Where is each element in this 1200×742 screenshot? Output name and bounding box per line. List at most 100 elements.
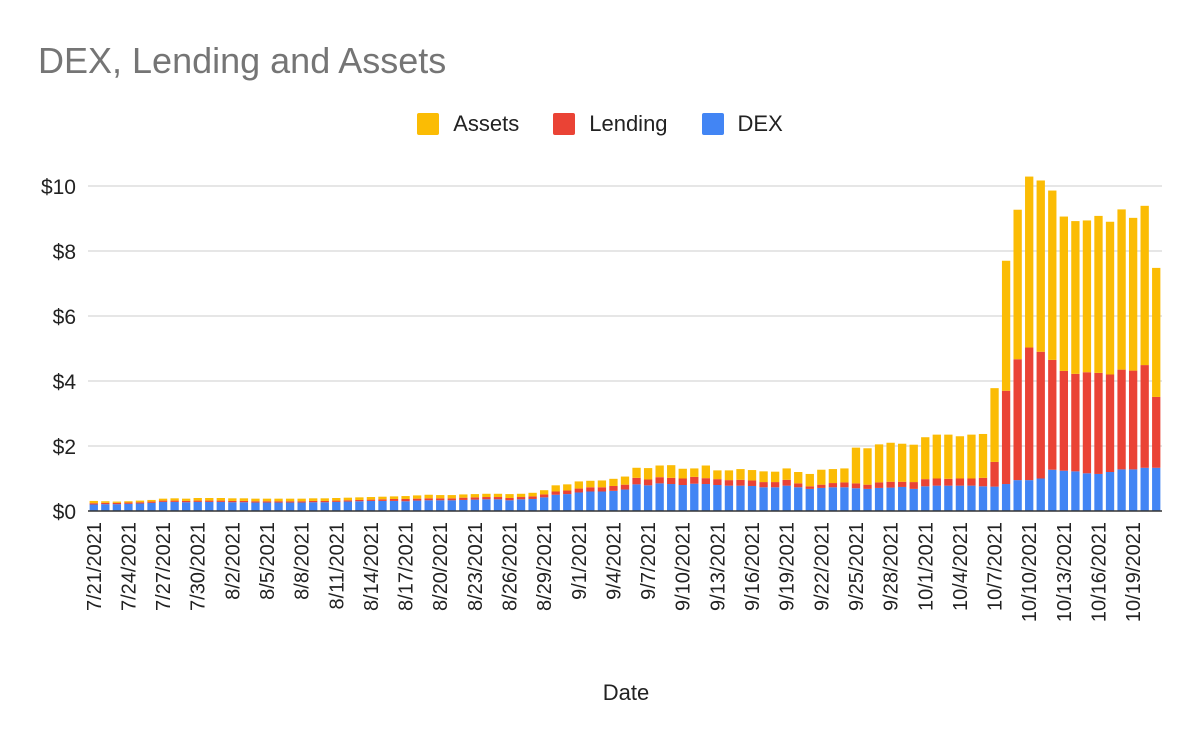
- bar-assets: [1117, 209, 1126, 370]
- legend-item-lending: Lending: [553, 111, 668, 137]
- bar-assets: [89, 500, 98, 504]
- bar-dex: [978, 486, 988, 511]
- bar-dex: [262, 502, 272, 511]
- bar-dex: [747, 485, 757, 511]
- bar-dex: [1036, 478, 1045, 511]
- legend-swatch: [417, 113, 440, 135]
- bar-lending: [932, 478, 941, 486]
- bar-assets: [655, 465, 664, 478]
- bar-dex: [736, 485, 745, 511]
- x-tick-label: 8/8/2021: [292, 522, 314, 600]
- bar-lending: [632, 477, 641, 485]
- bar-assets: [690, 468, 699, 477]
- bar-dex: [239, 502, 249, 511]
- bar-assets: [1001, 260, 1011, 391]
- bar-lending: [493, 497, 503, 500]
- bar-lending: [112, 502, 122, 505]
- bar-assets: [886, 442, 895, 482]
- bar-assets: [1013, 209, 1022, 360]
- bar-dex: [759, 487, 768, 511]
- bar-lending: [563, 490, 572, 495]
- bar-lending: [597, 487, 607, 492]
- bar-dex: [389, 500, 399, 511]
- bar-assets: [193, 498, 202, 501]
- bar-assets: [990, 388, 999, 462]
- bar-assets: [1048, 190, 1057, 360]
- bar-dex: [412, 500, 422, 511]
- bar-assets: [540, 490, 549, 495]
- bar-lending: [851, 483, 861, 489]
- bar-assets: [101, 501, 110, 503]
- x-tick-label: 8/29/2021: [534, 522, 556, 611]
- bar-lending: [366, 499, 376, 501]
- bar-lending: [135, 502, 145, 504]
- bar-assets: [401, 496, 410, 499]
- bar-dex: [1105, 472, 1115, 511]
- bar-assets: [967, 434, 976, 479]
- bar-dex: [1013, 480, 1022, 511]
- bar-lending: [1071, 373, 1080, 472]
- bar-lending: [609, 485, 618, 491]
- bar-dex: [297, 502, 306, 511]
- bar-lending: [297, 501, 306, 503]
- bar-dex: [574, 492, 583, 511]
- bar-lending: [101, 502, 110, 505]
- bar-assets: [817, 469, 826, 485]
- bar-assets: [747, 470, 757, 481]
- bar-assets: [955, 436, 965, 479]
- bar-dex: [343, 501, 352, 511]
- bar-assets: [170, 498, 179, 501]
- bar-dex: [447, 500, 456, 511]
- x-tick-label: 8/5/2021: [257, 522, 279, 600]
- x-tick-label: 9/13/2021: [707, 522, 729, 611]
- bar-assets: [378, 496, 387, 500]
- bar-assets: [216, 498, 225, 501]
- bar-dex: [678, 485, 687, 511]
- bar-assets: [205, 498, 214, 501]
- bar-assets: [944, 434, 953, 479]
- bar-assets: [493, 493, 503, 498]
- bar-assets: [667, 465, 676, 478]
- bar-dex: [967, 485, 976, 511]
- bar-dex: [1140, 467, 1149, 511]
- bar-lending: [643, 479, 653, 486]
- bar-dex: [228, 502, 237, 511]
- bar-lending: [1082, 372, 1092, 474]
- y-tick-label: $4: [53, 371, 77, 394]
- bar-dex: [898, 486, 907, 511]
- bar-dex: [285, 502, 295, 511]
- bar-lending: [193, 500, 202, 502]
- bar-lending: [1140, 365, 1149, 468]
- bar-dex: [470, 499, 480, 511]
- bar-lending: [794, 483, 803, 488]
- bar-lending: [955, 478, 965, 486]
- bar-assets: [770, 471, 780, 483]
- bar-dex: [794, 487, 803, 511]
- bar-assets: [343, 497, 352, 501]
- bar-dex: [540, 497, 549, 511]
- bar-dex: [436, 500, 445, 511]
- bar-assets: [112, 501, 122, 503]
- bar-dex: [874, 487, 884, 511]
- bar-dex: [932, 485, 941, 511]
- bar-dex: [817, 487, 826, 511]
- y-tick-label: $8: [53, 241, 76, 264]
- x-tick-label: 10/7/2021: [985, 522, 1007, 611]
- bar-dex: [955, 485, 965, 511]
- bar-dex: [401, 501, 410, 511]
- bar-lending: [251, 501, 260, 503]
- bar-lending: [724, 480, 734, 486]
- bar-assets: [389, 496, 399, 499]
- bar-lending: [655, 477, 664, 484]
- bar-assets: [262, 498, 272, 502]
- bar-dex: [667, 484, 676, 511]
- bar-assets: [851, 447, 861, 484]
- bar-dex: [620, 489, 630, 511]
- x-tick-label: 8/26/2021: [500, 522, 522, 611]
- bar-dex: [89, 504, 98, 511]
- bar-assets: [135, 500, 145, 503]
- legend: Assets Lending DEX: [0, 111, 1200, 137]
- bar-dex: [1001, 484, 1011, 511]
- x-tick-label: 7/24/2021: [118, 522, 140, 611]
- y-tick-label: $0: [53, 501, 76, 524]
